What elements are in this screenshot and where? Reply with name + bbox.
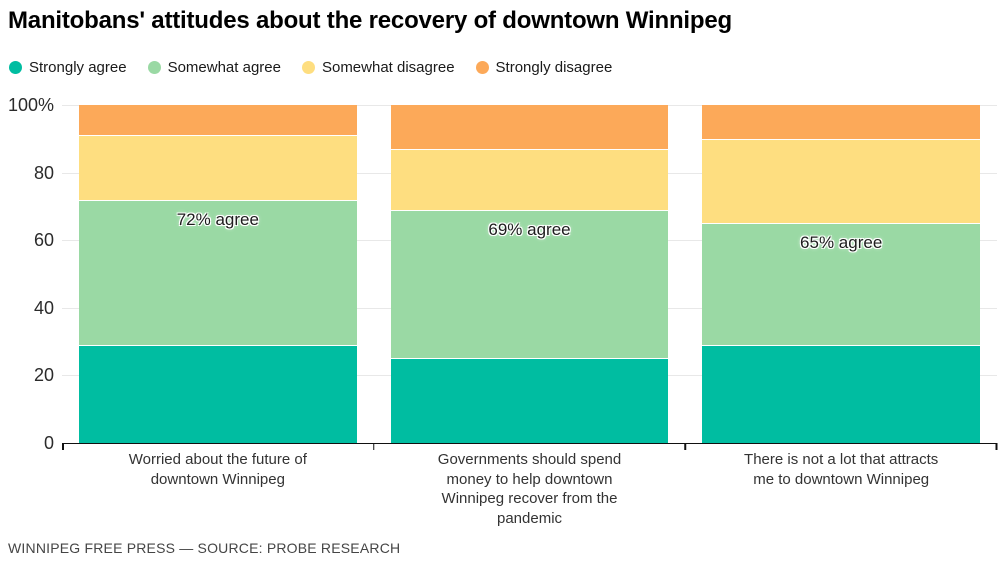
- y-axis-tick-label: 0: [43, 433, 54, 453]
- legend-label: Strongly disagree: [495, 59, 613, 76]
- x-axis-tick: [62, 443, 64, 450]
- bar-segment-strongly-disagree: [390, 105, 669, 149]
- bar-segment-somewhat-disagree: [390, 148, 669, 210]
- stacked-bar: 72% agree: [79, 105, 357, 443]
- legend: Strongly agree Somewhat agree Somewhat dis…: [9, 59, 612, 76]
- bar-column-3: 65% agree: [685, 105, 997, 443]
- bar-segment-somewhat-agree: 65% agree: [702, 223, 980, 345]
- bar-segment-strongly-agree: [79, 344, 357, 443]
- legend-item-somewhat-disagree: Somewhat disagree: [301, 59, 455, 76]
- x-axis-label-text: Governments should spend money to help d…: [437, 451, 622, 527]
- bar-segment-strongly-disagree: [79, 105, 357, 136]
- y-axis-tick-label: 20: [33, 365, 54, 386]
- stacked-bar: 65% agree: [702, 105, 980, 443]
- legend-label: Somewhat agree: [167, 59, 281, 76]
- legend-item-somewhat-agree: Somewhat agree: [147, 59, 281, 76]
- x-axis-ticks: [62, 443, 997, 451]
- bar-annotation: 69% agree: [488, 219, 571, 239]
- x-axis-label-text: Worried about the future of downtown Win…: [128, 451, 307, 488]
- x-axis-label-1: Worried about the future of downtown Win…: [62, 450, 374, 528]
- legend-dot-icon: [301, 61, 315, 74]
- y-axis-tick-label: 60: [33, 230, 54, 251]
- bar-column-1: 72% agree: [62, 105, 374, 443]
- bar-segment-strongly-agree: [702, 344, 980, 443]
- bar-segment-somewhat-disagree: [702, 138, 980, 224]
- bar-segment-somewhat-agree: 72% agree: [79, 199, 357, 345]
- legend-dot-icon: [475, 61, 489, 74]
- x-axis-tick: [372, 443, 375, 450]
- y-axis-tick-label: 40: [33, 297, 54, 318]
- y-axis: 0 20 40 60 80 100%: [0, 96, 54, 452]
- legend-item-strongly-agree: Strongly agree: [9, 59, 127, 76]
- bar-segment-somewhat-agree: 69% agree: [390, 209, 669, 359]
- legend-dot-icon: [9, 61, 22, 74]
- x-axis-label-2: Governments should spend money to help d…: [374, 450, 686, 528]
- legend-dot-icon: [147, 61, 161, 74]
- stacked-bar: 69% agree: [390, 105, 669, 443]
- x-axis-labels: Worried about the future of downtown Win…: [62, 450, 997, 528]
- legend-label: Strongly agree: [29, 59, 127, 76]
- bar-segment-somewhat-disagree: [79, 135, 357, 200]
- bar-segment-strongly-agree: [390, 358, 669, 443]
- bar-segment-strongly-disagree: [702, 105, 980, 139]
- footer-credit: WINNIPEG FREE PRESS — SOURCE: PROBE RESE…: [8, 540, 401, 556]
- legend-label: Somewhat disagree: [321, 59, 455, 76]
- bars: 72% agree 69% agree 65% agree: [62, 105, 997, 443]
- page-title: Manitobans' attitudes about the recovery…: [8, 7, 732, 34]
- bar-annotation: 72% agree: [176, 209, 259, 229]
- plot-area: 72% agree 69% agree 65% agree: [62, 105, 997, 444]
- bar-annotation: 65% agree: [800, 233, 883, 253]
- bar-column-2: 69% agree: [374, 105, 686, 443]
- y-axis-tick-label: 100%: [7, 95, 54, 115]
- x-axis-tick: [684, 443, 687, 450]
- x-axis-label-3: There is not a lot that attracts me to d…: [685, 450, 997, 528]
- x-axis-label-text: There is not a lot that attracts me to d…: [744, 451, 939, 488]
- y-axis-tick-label: 80: [33, 162, 54, 183]
- legend-item-strongly-disagree: Strongly disagree: [475, 59, 613, 76]
- x-axis-tick: [995, 443, 997, 450]
